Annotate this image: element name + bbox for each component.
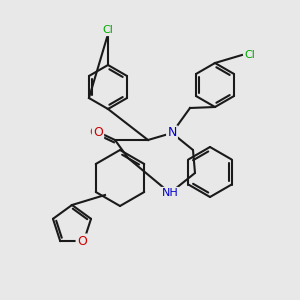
Text: Cl: Cl	[244, 50, 255, 60]
Text: NH: NH	[162, 188, 178, 198]
Text: Cl: Cl	[103, 25, 113, 35]
Text: O: O	[93, 125, 103, 139]
Text: O: O	[77, 235, 87, 248]
Text: Cl: Cl	[244, 50, 255, 60]
Text: O: O	[89, 125, 99, 139]
Text: O: O	[77, 235, 87, 248]
Text: N: N	[167, 127, 177, 140]
Text: NH: NH	[160, 188, 176, 198]
Text: N: N	[167, 127, 177, 140]
Text: Cl: Cl	[103, 25, 113, 35]
